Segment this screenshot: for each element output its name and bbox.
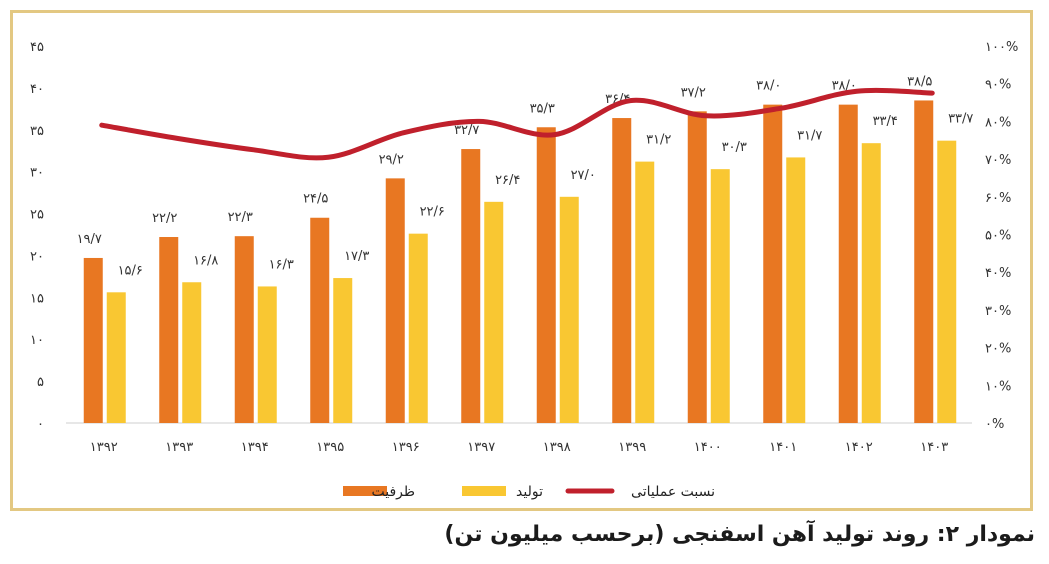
y2-tick-label: ۱۰% <box>985 379 1011 394</box>
y-tick-label: ۴۰ <box>30 82 44 97</box>
legend-label-ratio: نسبت عملیاتی <box>631 484 715 500</box>
x-tick-label: ۱۳۹۸ <box>543 440 571 455</box>
data-label-capacity: ۲۹/۲ <box>379 152 404 167</box>
data-label-capacity: ۳۸/۵ <box>907 74 932 89</box>
x-tick-label: ۱۳۹۴ <box>241 440 269 455</box>
y2-tick-label: ۲۰% <box>985 342 1011 357</box>
bar-capacity <box>385 178 405 423</box>
y-tick-label: ۲۵ <box>30 208 44 223</box>
data-label-production: ۳۱/۲ <box>646 133 671 148</box>
bar-capacity <box>612 118 632 423</box>
x-tick-label: ۱۴۰۳ <box>920 440 948 455</box>
bar-production <box>937 140 957 423</box>
bar-production <box>559 196 579 423</box>
x-tick-label: ۱۴۰۱ <box>769 440 797 455</box>
bar-capacity <box>763 104 783 424</box>
y2-tick-label: ۱۰۰% <box>985 40 1018 55</box>
y-tick-label: ۳۵ <box>30 124 44 139</box>
x-tick-label: ۱۳۹۳ <box>165 440 193 455</box>
y2-tick-label: ۵۰% <box>985 229 1011 244</box>
data-label-production: ۲۲/۶ <box>420 205 445 220</box>
x-tick-label: ۱۴۰۲ <box>845 440 873 455</box>
data-label-production: ۲۶/۴ <box>495 173 520 188</box>
x-tick-label: ۱۳۹۶ <box>392 440 420 455</box>
y2-tick-label: ۶۰% <box>985 191 1011 206</box>
chart-caption: نمودار ۲: روند تولید آهن اسفنجی (برحسب م… <box>444 522 1035 547</box>
bar-production <box>182 282 202 423</box>
bar-capacity <box>536 127 556 424</box>
y2-tick-label: ۳۰% <box>985 304 1011 319</box>
data-label-production: ۳۳/۷ <box>948 112 973 127</box>
bar-capacity <box>310 217 330 423</box>
y-tick-label: ۳۰ <box>30 166 44 181</box>
y2-tick-label: ۰% <box>985 417 1004 432</box>
y-tick-label: ۵ <box>37 375 44 390</box>
legend-label-production: تولید <box>516 484 543 500</box>
data-label-capacity: ۲۲/۳ <box>228 210 253 225</box>
data-label-capacity: ۳۲/۷ <box>454 123 479 138</box>
bar-production <box>408 233 428 423</box>
data-label-capacity: ۱۹/۷ <box>77 232 102 247</box>
data-label-production: ۲۷/۰ <box>571 168 596 183</box>
legend-swatch-capacity <box>343 486 387 496</box>
data-label-capacity: ۲۴/۵ <box>303 192 328 207</box>
y2-tick-label: ۸۰% <box>985 115 1011 130</box>
data-label-production: ۳۳/۴ <box>873 114 898 129</box>
bar-capacity <box>83 257 103 423</box>
bar-production <box>786 157 806 423</box>
x-tick-label: ۱۴۰۰ <box>694 440 722 455</box>
bar-production <box>484 201 504 423</box>
bar-production <box>257 286 277 423</box>
ratio-line <box>99 87 935 161</box>
bar-capacity <box>159 237 179 423</box>
data-label-production: ۳۰/۳ <box>722 140 747 155</box>
bar-capacity <box>838 104 858 424</box>
bar-production <box>106 292 126 423</box>
data-label-production: ۳۱/۷ <box>797 128 822 143</box>
data-label-capacity: ۲۲/۲ <box>152 211 177 226</box>
y2-tick-label: ۹۰% <box>985 78 1011 93</box>
bar-production <box>861 143 881 423</box>
y-tick-label: ۰ <box>37 417 44 432</box>
data-label-production: ۱۵/۶ <box>118 263 143 278</box>
y2-tick-label: ۷۰% <box>985 153 1011 168</box>
bar-production <box>333 278 353 423</box>
y-tick-label: ۴۵ <box>30 40 44 55</box>
x-tick-label: ۱۳۹۲ <box>90 440 118 455</box>
bar-capacity <box>234 236 254 423</box>
legend-label-capacity: ظرفیت <box>371 484 415 500</box>
bar-capacity <box>461 149 481 423</box>
data-label-production: ۱۷/۳ <box>344 249 369 264</box>
x-tick-label: ۱۳۹۵ <box>316 440 344 455</box>
y2-tick-label: ۴۰% <box>985 266 1011 281</box>
y-tick-label: ۱۰ <box>30 333 44 348</box>
bar-capacity <box>914 100 934 423</box>
y-tick-label: ۱۵ <box>30 291 44 306</box>
legend-swatch-production <box>462 486 506 496</box>
x-tick-label: ۱۳۹۹ <box>618 440 646 455</box>
data-label-production: ۱۶/۳ <box>269 257 294 272</box>
data-label-capacity: ۳۵/۳ <box>530 101 555 116</box>
bar-capacity <box>687 111 707 423</box>
chart: ۰ ۵ ۱۰ ۱۵ ۲۰ ۲۵ ۳۰ ۳۵ ۴۰ ۴۵ ۰% ۱۰% ۲۰% ۳۰% ۴۰% ۵۰% ۶۰% ۷۰… <box>30 40 1018 500</box>
data-label-capacity: ۳۸/۰ <box>756 79 781 94</box>
data-label-capacity: ۳۷/۲ <box>681 85 706 100</box>
bar-production <box>635 161 655 423</box>
y-tick-label: ۲۰ <box>30 249 44 264</box>
x-tick-label: ۱۳۹۷ <box>467 440 495 455</box>
bar-production <box>710 169 730 423</box>
data-label-production: ۱۶/۸ <box>193 253 218 268</box>
